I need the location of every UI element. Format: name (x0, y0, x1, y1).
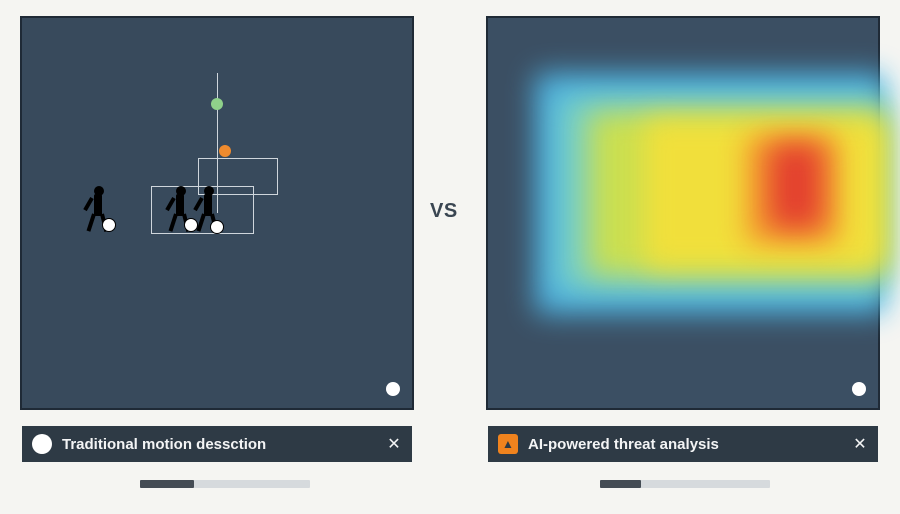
right-caption-text: AI-powered threat analysis (528, 436, 842, 453)
person-figure-icon (88, 186, 110, 234)
comparison-stage: VS Traditional motion dessction ✕ ▲ AI-p… (0, 0, 900, 514)
right-caption-bar: ▲ AI-powered threat analysis ✕ (488, 426, 878, 462)
left-caption-text: Traditional motion dessction (62, 436, 376, 453)
circle-icon (32, 434, 52, 454)
right-panel (488, 18, 878, 408)
left-caption-bar: Traditional motion dessction ✕ (22, 426, 412, 462)
person-figure-icon (198, 186, 220, 234)
corner-dot-icon (386, 382, 400, 396)
corner-dot-icon (852, 382, 866, 396)
left-progress-fill (140, 480, 194, 488)
person-figure-icon (170, 186, 192, 234)
left-progress[interactable] (140, 480, 310, 488)
vs-label: VS (430, 200, 458, 223)
right-progress[interactable] (600, 480, 770, 488)
marker-dot (219, 145, 231, 157)
close-button[interactable]: ✕ (376, 434, 412, 454)
warning-icon: ▲ (498, 434, 518, 454)
close-button[interactable]: ✕ (842, 434, 878, 454)
left-panel (22, 18, 412, 408)
marker-dot (211, 98, 223, 110)
heatmap-layer (769, 143, 824, 229)
right-progress-fill (600, 480, 641, 488)
